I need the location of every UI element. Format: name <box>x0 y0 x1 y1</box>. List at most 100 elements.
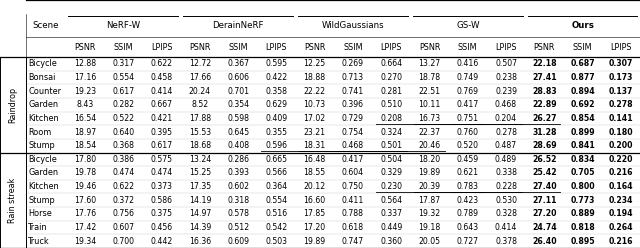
Text: 14.39: 14.39 <box>189 223 211 232</box>
Text: 0.393: 0.393 <box>227 168 249 178</box>
Text: SSIM: SSIM <box>458 43 477 52</box>
Text: Bicycle: Bicycle <box>28 155 57 164</box>
Text: 26.40: 26.40 <box>532 237 557 246</box>
Text: 0.234: 0.234 <box>609 196 633 205</box>
Text: 0.173: 0.173 <box>609 73 633 82</box>
Text: 17.42: 17.42 <box>74 223 96 232</box>
Text: 0.783: 0.783 <box>457 182 479 191</box>
Text: 0.164: 0.164 <box>609 182 633 191</box>
Text: 0.621: 0.621 <box>457 168 479 178</box>
Text: 0.854: 0.854 <box>570 114 595 123</box>
Text: 0.504: 0.504 <box>380 155 403 164</box>
Bar <box>0 57 26 153</box>
Text: Train: Train <box>28 223 48 232</box>
Text: 0.834: 0.834 <box>570 155 595 164</box>
Text: LPIPS: LPIPS <box>266 43 287 52</box>
Text: 22.89: 22.89 <box>532 100 557 109</box>
Text: 0.416: 0.416 <box>456 59 479 68</box>
Bar <box>0 153 26 248</box>
Text: Garden: Garden <box>28 100 58 109</box>
Text: 27.40: 27.40 <box>532 182 557 191</box>
Text: 14.97: 14.97 <box>189 209 211 218</box>
Text: PSNR: PSNR <box>304 43 325 52</box>
Text: 19.34: 19.34 <box>74 237 96 246</box>
Text: 0.449: 0.449 <box>380 223 403 232</box>
Text: LPIPS: LPIPS <box>610 43 632 52</box>
Text: 18.78: 18.78 <box>419 73 440 82</box>
Text: 19.23: 19.23 <box>74 87 96 96</box>
Text: 0.607: 0.607 <box>112 223 134 232</box>
Text: 0.278: 0.278 <box>495 127 517 137</box>
Text: Stump: Stump <box>28 141 55 150</box>
Text: 20.39: 20.39 <box>419 182 440 191</box>
Text: 0.286: 0.286 <box>227 155 249 164</box>
Text: 0.789: 0.789 <box>457 209 479 218</box>
Text: 0.396: 0.396 <box>342 100 364 109</box>
Text: Ours: Ours <box>571 21 594 31</box>
Text: 0.530: 0.530 <box>495 196 517 205</box>
Text: 0.411: 0.411 <box>342 196 364 205</box>
Text: 0.317: 0.317 <box>112 59 134 68</box>
Text: 0.700: 0.700 <box>112 237 134 246</box>
Text: 12.72: 12.72 <box>189 59 211 68</box>
Text: 0.629: 0.629 <box>266 100 287 109</box>
Text: 0.414: 0.414 <box>495 223 517 232</box>
Text: 0.516: 0.516 <box>266 209 287 218</box>
Text: 24.74: 24.74 <box>532 223 557 232</box>
Text: 16.48: 16.48 <box>303 155 326 164</box>
Text: 0.877: 0.877 <box>570 73 595 82</box>
Text: 13.24: 13.24 <box>189 155 211 164</box>
Text: 17.87: 17.87 <box>419 196 440 205</box>
Text: 18.97: 18.97 <box>74 127 96 137</box>
Text: Kitchen: Kitchen <box>28 182 59 191</box>
Text: 0.278: 0.278 <box>609 100 633 109</box>
Text: DerainNeRF: DerainNeRF <box>212 21 264 31</box>
Text: SSIM: SSIM <box>573 43 593 52</box>
Text: 0.769: 0.769 <box>457 87 479 96</box>
Text: 17.80: 17.80 <box>74 155 96 164</box>
Text: 14.19: 14.19 <box>189 196 211 205</box>
Text: SSIM: SSIM <box>228 43 248 52</box>
Text: 0.230: 0.230 <box>380 182 402 191</box>
Text: 0.137: 0.137 <box>609 87 633 96</box>
Text: 0.337: 0.337 <box>380 209 402 218</box>
Text: 16.36: 16.36 <box>189 237 211 246</box>
Text: 26.27: 26.27 <box>532 114 557 123</box>
Text: 26.52: 26.52 <box>532 155 557 164</box>
Text: 27.41: 27.41 <box>532 73 557 82</box>
Text: 0.468: 0.468 <box>342 141 364 150</box>
Text: 0.747: 0.747 <box>342 237 364 246</box>
Text: Horse: Horse <box>28 209 52 218</box>
Text: 0.760: 0.760 <box>457 127 479 137</box>
Text: 0.204: 0.204 <box>495 114 517 123</box>
Text: 20.05: 20.05 <box>419 237 440 246</box>
Text: 0.378: 0.378 <box>495 237 517 246</box>
Text: Raindrop: Raindrop <box>8 87 17 123</box>
Text: PSNR: PSNR <box>189 43 211 52</box>
Text: 0.474: 0.474 <box>112 168 134 178</box>
Text: 0.264: 0.264 <box>609 223 633 232</box>
Text: 0.414: 0.414 <box>150 87 173 96</box>
Text: 0.510: 0.510 <box>380 100 403 109</box>
Text: 8.43: 8.43 <box>76 100 93 109</box>
Text: 0.520: 0.520 <box>457 141 479 150</box>
Text: 0.575: 0.575 <box>150 155 173 164</box>
Text: 16.60: 16.60 <box>303 196 326 205</box>
Text: 0.756: 0.756 <box>112 209 134 218</box>
Text: 13.27: 13.27 <box>419 59 440 68</box>
Text: 0.665: 0.665 <box>266 155 287 164</box>
Text: LPIPS: LPIPS <box>151 43 172 52</box>
Text: 18.20: 18.20 <box>419 155 440 164</box>
Text: 0.421: 0.421 <box>150 114 173 123</box>
Text: GS-W: GS-W <box>456 21 479 31</box>
Text: 12.88: 12.88 <box>74 59 96 68</box>
Text: 0.617: 0.617 <box>150 141 173 150</box>
Text: 0.598: 0.598 <box>227 114 249 123</box>
Text: 0.281: 0.281 <box>380 87 403 96</box>
Text: 0.618: 0.618 <box>342 223 364 232</box>
Text: 0.409: 0.409 <box>266 114 287 123</box>
Text: Stump: Stump <box>28 196 55 205</box>
Text: PSNR: PSNR <box>419 43 440 52</box>
Text: 0.423: 0.423 <box>457 196 479 205</box>
Text: 0.354: 0.354 <box>227 100 249 109</box>
